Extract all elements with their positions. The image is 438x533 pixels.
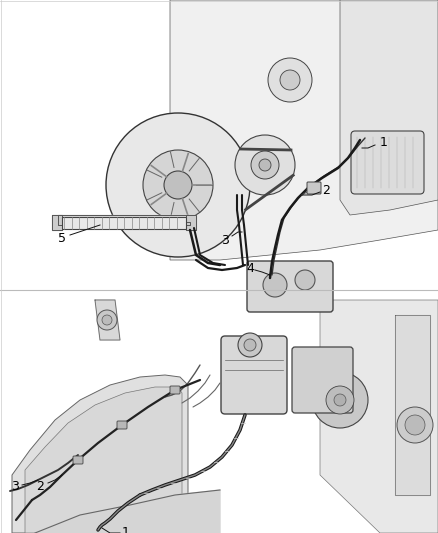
Text: 3: 3	[11, 481, 19, 494]
Text: 2: 2	[36, 481, 44, 494]
Polygon shape	[340, 0, 438, 215]
Circle shape	[326, 386, 354, 414]
Circle shape	[268, 58, 312, 102]
Text: 4: 4	[246, 262, 254, 274]
Circle shape	[263, 273, 287, 297]
Polygon shape	[25, 387, 182, 533]
Circle shape	[164, 171, 192, 199]
Circle shape	[397, 407, 433, 443]
FancyBboxPatch shape	[351, 131, 424, 194]
FancyBboxPatch shape	[292, 347, 353, 413]
Text: 1: 1	[380, 136, 388, 149]
Circle shape	[259, 159, 271, 171]
Circle shape	[106, 113, 250, 257]
FancyBboxPatch shape	[73, 456, 83, 464]
Circle shape	[312, 372, 368, 428]
FancyBboxPatch shape	[247, 261, 333, 312]
Circle shape	[251, 151, 279, 179]
Polygon shape	[58, 215, 190, 225]
Text: 1: 1	[122, 527, 130, 533]
Text: 3: 3	[221, 233, 229, 246]
Circle shape	[295, 270, 315, 290]
Polygon shape	[12, 375, 188, 533]
Circle shape	[244, 339, 256, 351]
Circle shape	[405, 415, 425, 435]
Text: 2: 2	[322, 183, 330, 197]
Circle shape	[102, 315, 112, 325]
Polygon shape	[186, 215, 196, 230]
FancyBboxPatch shape	[221, 336, 287, 414]
FancyBboxPatch shape	[307, 182, 321, 194]
Polygon shape	[52, 215, 62, 230]
Polygon shape	[320, 300, 438, 533]
Polygon shape	[35, 490, 220, 533]
FancyBboxPatch shape	[170, 386, 180, 394]
Circle shape	[235, 135, 295, 195]
Circle shape	[97, 310, 117, 330]
FancyBboxPatch shape	[117, 421, 127, 429]
FancyBboxPatch shape	[62, 217, 186, 229]
Circle shape	[334, 394, 346, 406]
Circle shape	[280, 70, 300, 90]
Circle shape	[143, 150, 213, 220]
Circle shape	[238, 333, 262, 357]
Polygon shape	[395, 315, 430, 495]
Polygon shape	[170, 0, 438, 260]
Polygon shape	[95, 300, 120, 340]
Text: 5: 5	[58, 231, 66, 245]
